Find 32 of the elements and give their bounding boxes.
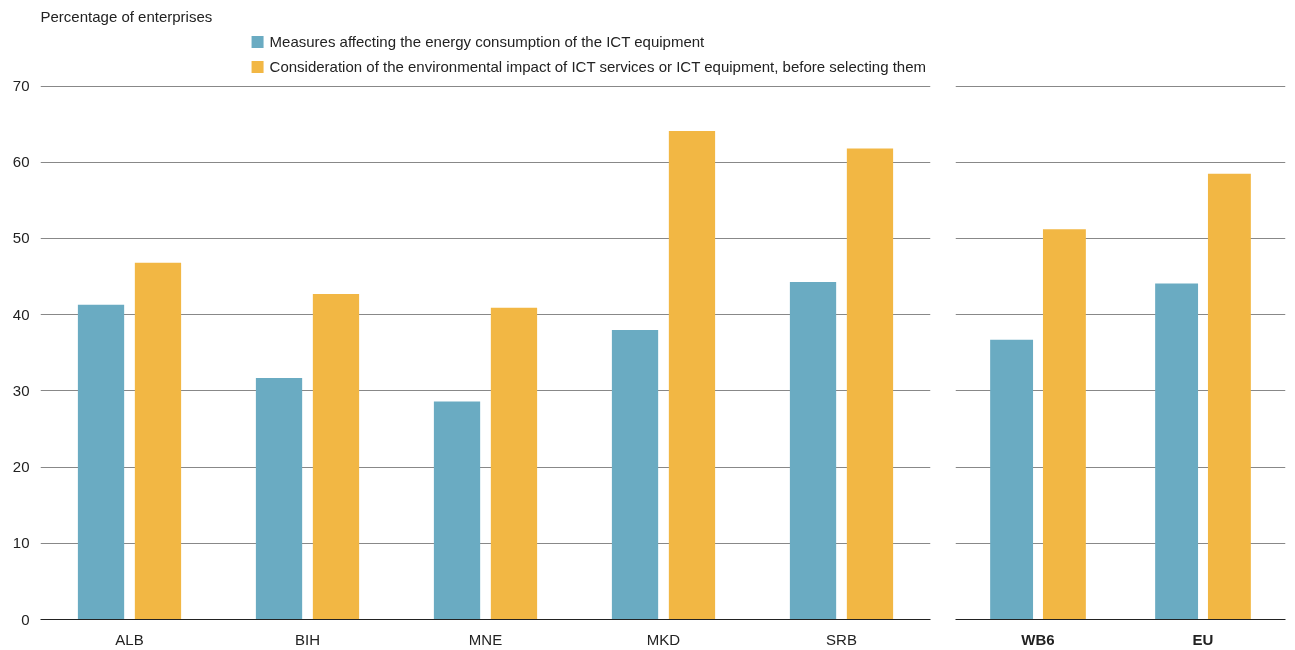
x-tick-label: WB6 (1021, 630, 1055, 648)
y-tick-label: 70 (12, 77, 30, 95)
y-axis-title: Percentage of enterprises (40, 7, 213, 25)
y-tick-label: 0 (21, 610, 30, 628)
bar (433, 401, 481, 620)
x-tick-label: BIH (295, 630, 321, 648)
y-tick-label: 20 (12, 458, 30, 476)
bar (77, 304, 125, 620)
bar (1207, 173, 1251, 620)
x-tick-label: ALB (115, 630, 144, 648)
bar (134, 262, 182, 620)
bar (1042, 229, 1086, 620)
x-tick-label: MKD (646, 630, 681, 648)
y-tick-label: 40 (12, 305, 30, 323)
legend-label: Consideration of the environmental impact of ICT services or ICT equipment, before selecting them (269, 58, 926, 75)
x-tick-label: EU (1192, 630, 1214, 648)
bar (490, 307, 538, 620)
bar (255, 377, 303, 620)
bar (789, 281, 837, 620)
y-tick-label: 30 (12, 381, 30, 399)
y-tick-label: 60 (12, 153, 30, 171)
x-tick-label: MNE (468, 630, 503, 648)
bar (668, 131, 716, 620)
y-tick-label: 50 (12, 229, 30, 247)
x-tick-label: SRB (826, 630, 857, 648)
bar (846, 148, 894, 620)
bar (312, 294, 360, 620)
bar (611, 329, 659, 620)
legend-label: Measures affecting the energy consumption of the ICT equipment (269, 33, 705, 50)
bar (1155, 283, 1199, 620)
bar (990, 339, 1034, 620)
y-tick-label: 10 (12, 534, 30, 552)
